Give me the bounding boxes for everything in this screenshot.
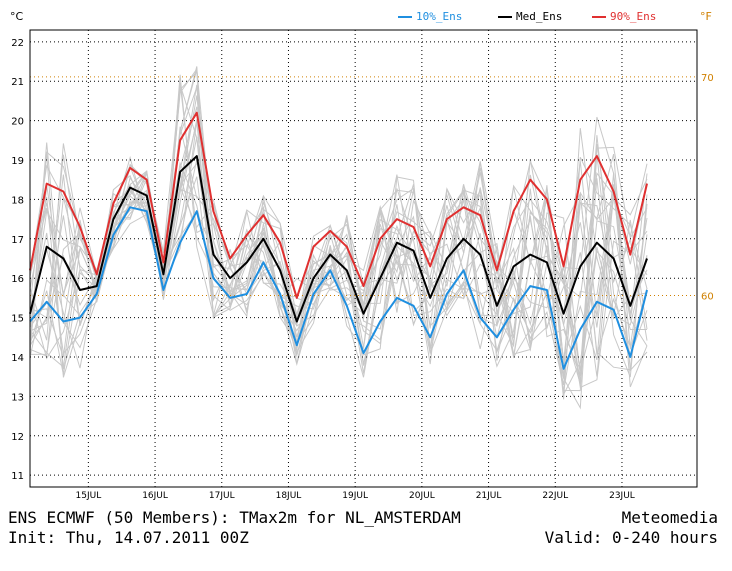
- x-tick-label: 17JUL: [209, 491, 235, 501]
- series-line-10-ens: [29, 206, 648, 370]
- x-tick-label: 19JUL: [342, 491, 368, 501]
- chart-title: ENS ECMWF (50 Members): TMax2m for NL_AM…: [8, 508, 461, 527]
- y-tick-label: 15: [11, 314, 24, 325]
- x-tick-label: 20JUL: [409, 491, 435, 501]
- chart-grid: [30, 30, 697, 487]
- series-line-med-ens: [29, 155, 648, 323]
- valid-range: Valid: 0-240 hours: [544, 528, 718, 547]
- legend-swatch-p90: [592, 16, 606, 18]
- x-tick-label: 21JUL: [476, 491, 502, 501]
- legend-label-p10: 10%_Ens: [416, 10, 463, 23]
- x-tick-label: 15JUL: [76, 491, 102, 501]
- ensemble-member-line: [29, 67, 648, 358]
- x-tick-label: 16JUL: [142, 491, 168, 501]
- x-tick-label: 18JUL: [276, 491, 302, 501]
- ensemble-member-line: [29, 84, 648, 389]
- y-tick-label: 20: [11, 117, 24, 128]
- y-tick-label: 11: [11, 471, 24, 482]
- ensemble-member-line: [29, 70, 647, 377]
- ensemble-member-line: [29, 87, 648, 366]
- chart-series: [29, 111, 648, 370]
- y-tick-label: 13: [11, 392, 24, 403]
- y-tick-label: 22: [11, 38, 24, 49]
- init-time: Init: Thu, 14.07.2011 00Z: [8, 528, 249, 547]
- ensemble-member-line: [29, 119, 648, 371]
- series-line-90-ens: [29, 111, 648, 299]
- y-tick-label: 12: [11, 432, 24, 443]
- y-tick-label: 18: [11, 195, 24, 206]
- y-axis-unit-celsius: °C: [10, 10, 24, 23]
- y-tick-label: 21: [11, 77, 24, 88]
- ensemble-member-line: [29, 82, 648, 392]
- legend-item-median: Med_Ens: [498, 10, 562, 24]
- y2-tick-label: 70: [701, 73, 714, 84]
- y-axis-unit-fahrenheit: °F: [700, 10, 712, 23]
- legend-swatch-p10: [398, 16, 412, 18]
- legend-swatch-median: [498, 16, 512, 18]
- axis-ticks: 11 12 13 14 15 16 17 18 19 20 21 22 15JUL 16JUL 17JUL 1…: [11, 38, 713, 501]
- legend-label-p90: 90%_Ens: [610, 10, 657, 23]
- legend-item-p90: 90%_Ens: [592, 10, 656, 24]
- y-tick-label: 19: [11, 156, 24, 167]
- legend-label-median: Med_Ens: [516, 10, 563, 23]
- ensemble-member-line: [29, 120, 648, 349]
- x-tick-label: 23JUL: [609, 491, 635, 501]
- x-tick-label: 22JUL: [542, 491, 568, 501]
- y2-tick-label: 60: [701, 292, 714, 303]
- y-tick-label: 14: [11, 353, 24, 364]
- y-tick-label: 17: [11, 235, 24, 246]
- y-tick-label: 16: [11, 274, 24, 285]
- legend-item-p10: 10%_Ens: [398, 10, 462, 24]
- provider-name: Meteomedia: [621, 508, 718, 527]
- plot-frame: [29, 29, 698, 488]
